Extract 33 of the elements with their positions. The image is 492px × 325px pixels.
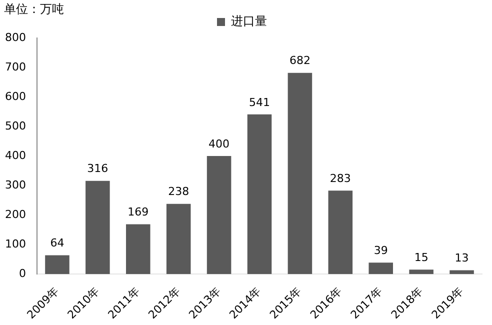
- data-label: 316: [87, 162, 108, 176]
- y-tick-label: 200: [4, 208, 26, 221]
- y-tick-label: 700: [4, 60, 26, 74]
- y-tick-label: 100: [4, 237, 26, 250]
- data-label: 64: [50, 236, 64, 250]
- data-label: 39: [374, 244, 388, 257]
- bar: [45, 255, 70, 274]
- bar: [206, 156, 232, 274]
- data-label: 238: [168, 185, 190, 198]
- data-label: 283: [330, 172, 351, 185]
- bar: [328, 190, 353, 274]
- y-tick-label: 400: [4, 148, 26, 162]
- data-label: 541: [249, 96, 270, 109]
- data-label: 400: [208, 137, 230, 150]
- bar: [166, 204, 191, 274]
- data-label: 682: [289, 54, 310, 68]
- y-tick-label: 500: [4, 119, 26, 132]
- data-label: 13: [454, 252, 469, 265]
- bar: [288, 72, 312, 274]
- legend-label: 进口量: [231, 14, 267, 28]
- y-tick-label: 800: [4, 30, 26, 44]
- data-label: 15: [414, 251, 428, 264]
- y-tick-label: 600: [4, 90, 26, 103]
- bar: [450, 270, 474, 274]
- y-tick-label: 300: [4, 178, 26, 192]
- bar: [368, 262, 393, 274]
- bar: [126, 224, 150, 274]
- bar: [247, 114, 272, 274]
- y-tick-label: 0: [18, 266, 26, 280]
- data-label: 169: [128, 206, 149, 219]
- y-axis-title: 单位：万吨: [4, 2, 64, 16]
- bar: [409, 270, 434, 274]
- bar: [86, 180, 110, 274]
